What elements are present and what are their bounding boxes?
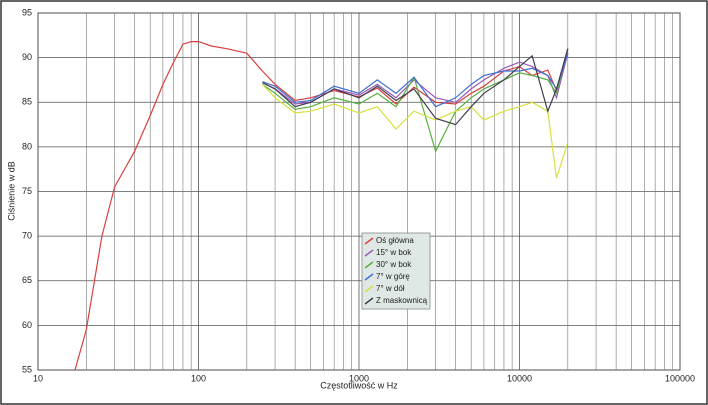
legend-swatch — [364, 285, 374, 293]
x-tick-label: 100000 — [665, 373, 695, 383]
x-tick-label: 100 — [191, 373, 206, 383]
y-tick-label: 95 — [22, 7, 32, 17]
legend-swatch — [364, 273, 374, 281]
legend-label: 15° w bok — [376, 248, 412, 257]
legend-swatch — [364, 249, 374, 257]
x-tick-label: 1000 — [349, 373, 369, 383]
series-line — [262, 48, 569, 153]
legend-label: 7° w dół — [376, 284, 405, 293]
y-tick-label: 70 — [22, 231, 32, 241]
y-tick-label: 75 — [22, 186, 32, 196]
legend-box — [361, 232, 431, 310]
series-line — [262, 53, 569, 108]
legend-swatch — [364, 237, 374, 245]
y-tick-label: 85 — [22, 97, 32, 107]
y-tick-label: 55 — [22, 364, 32, 374]
y-tick-label: 60 — [22, 320, 32, 330]
series-line — [74, 41, 569, 371]
legend-swatch — [364, 297, 374, 305]
y-tick-label: 65 — [22, 275, 32, 285]
y-tick-label: 90 — [22, 52, 32, 62]
legend-label: Z maskownicą — [376, 296, 428, 305]
legend-label: Oś główna — [376, 236, 414, 245]
legend-label: 30° w bok — [376, 260, 412, 269]
grid — [37, 12, 681, 371]
x-tick-label: 10000 — [507, 373, 532, 383]
legend-label: 7° w górę — [376, 272, 410, 281]
series-line — [262, 48, 569, 126]
legend-swatch — [364, 261, 374, 269]
y-tick-label: 80 — [22, 141, 32, 151]
series-line — [261, 83, 569, 179]
x-tick-label: 10 — [33, 373, 43, 383]
x-axis-label: Częstotliwość w Hz — [320, 380, 398, 390]
y-axis-label: Ciśnienie w dB — [6, 161, 16, 221]
